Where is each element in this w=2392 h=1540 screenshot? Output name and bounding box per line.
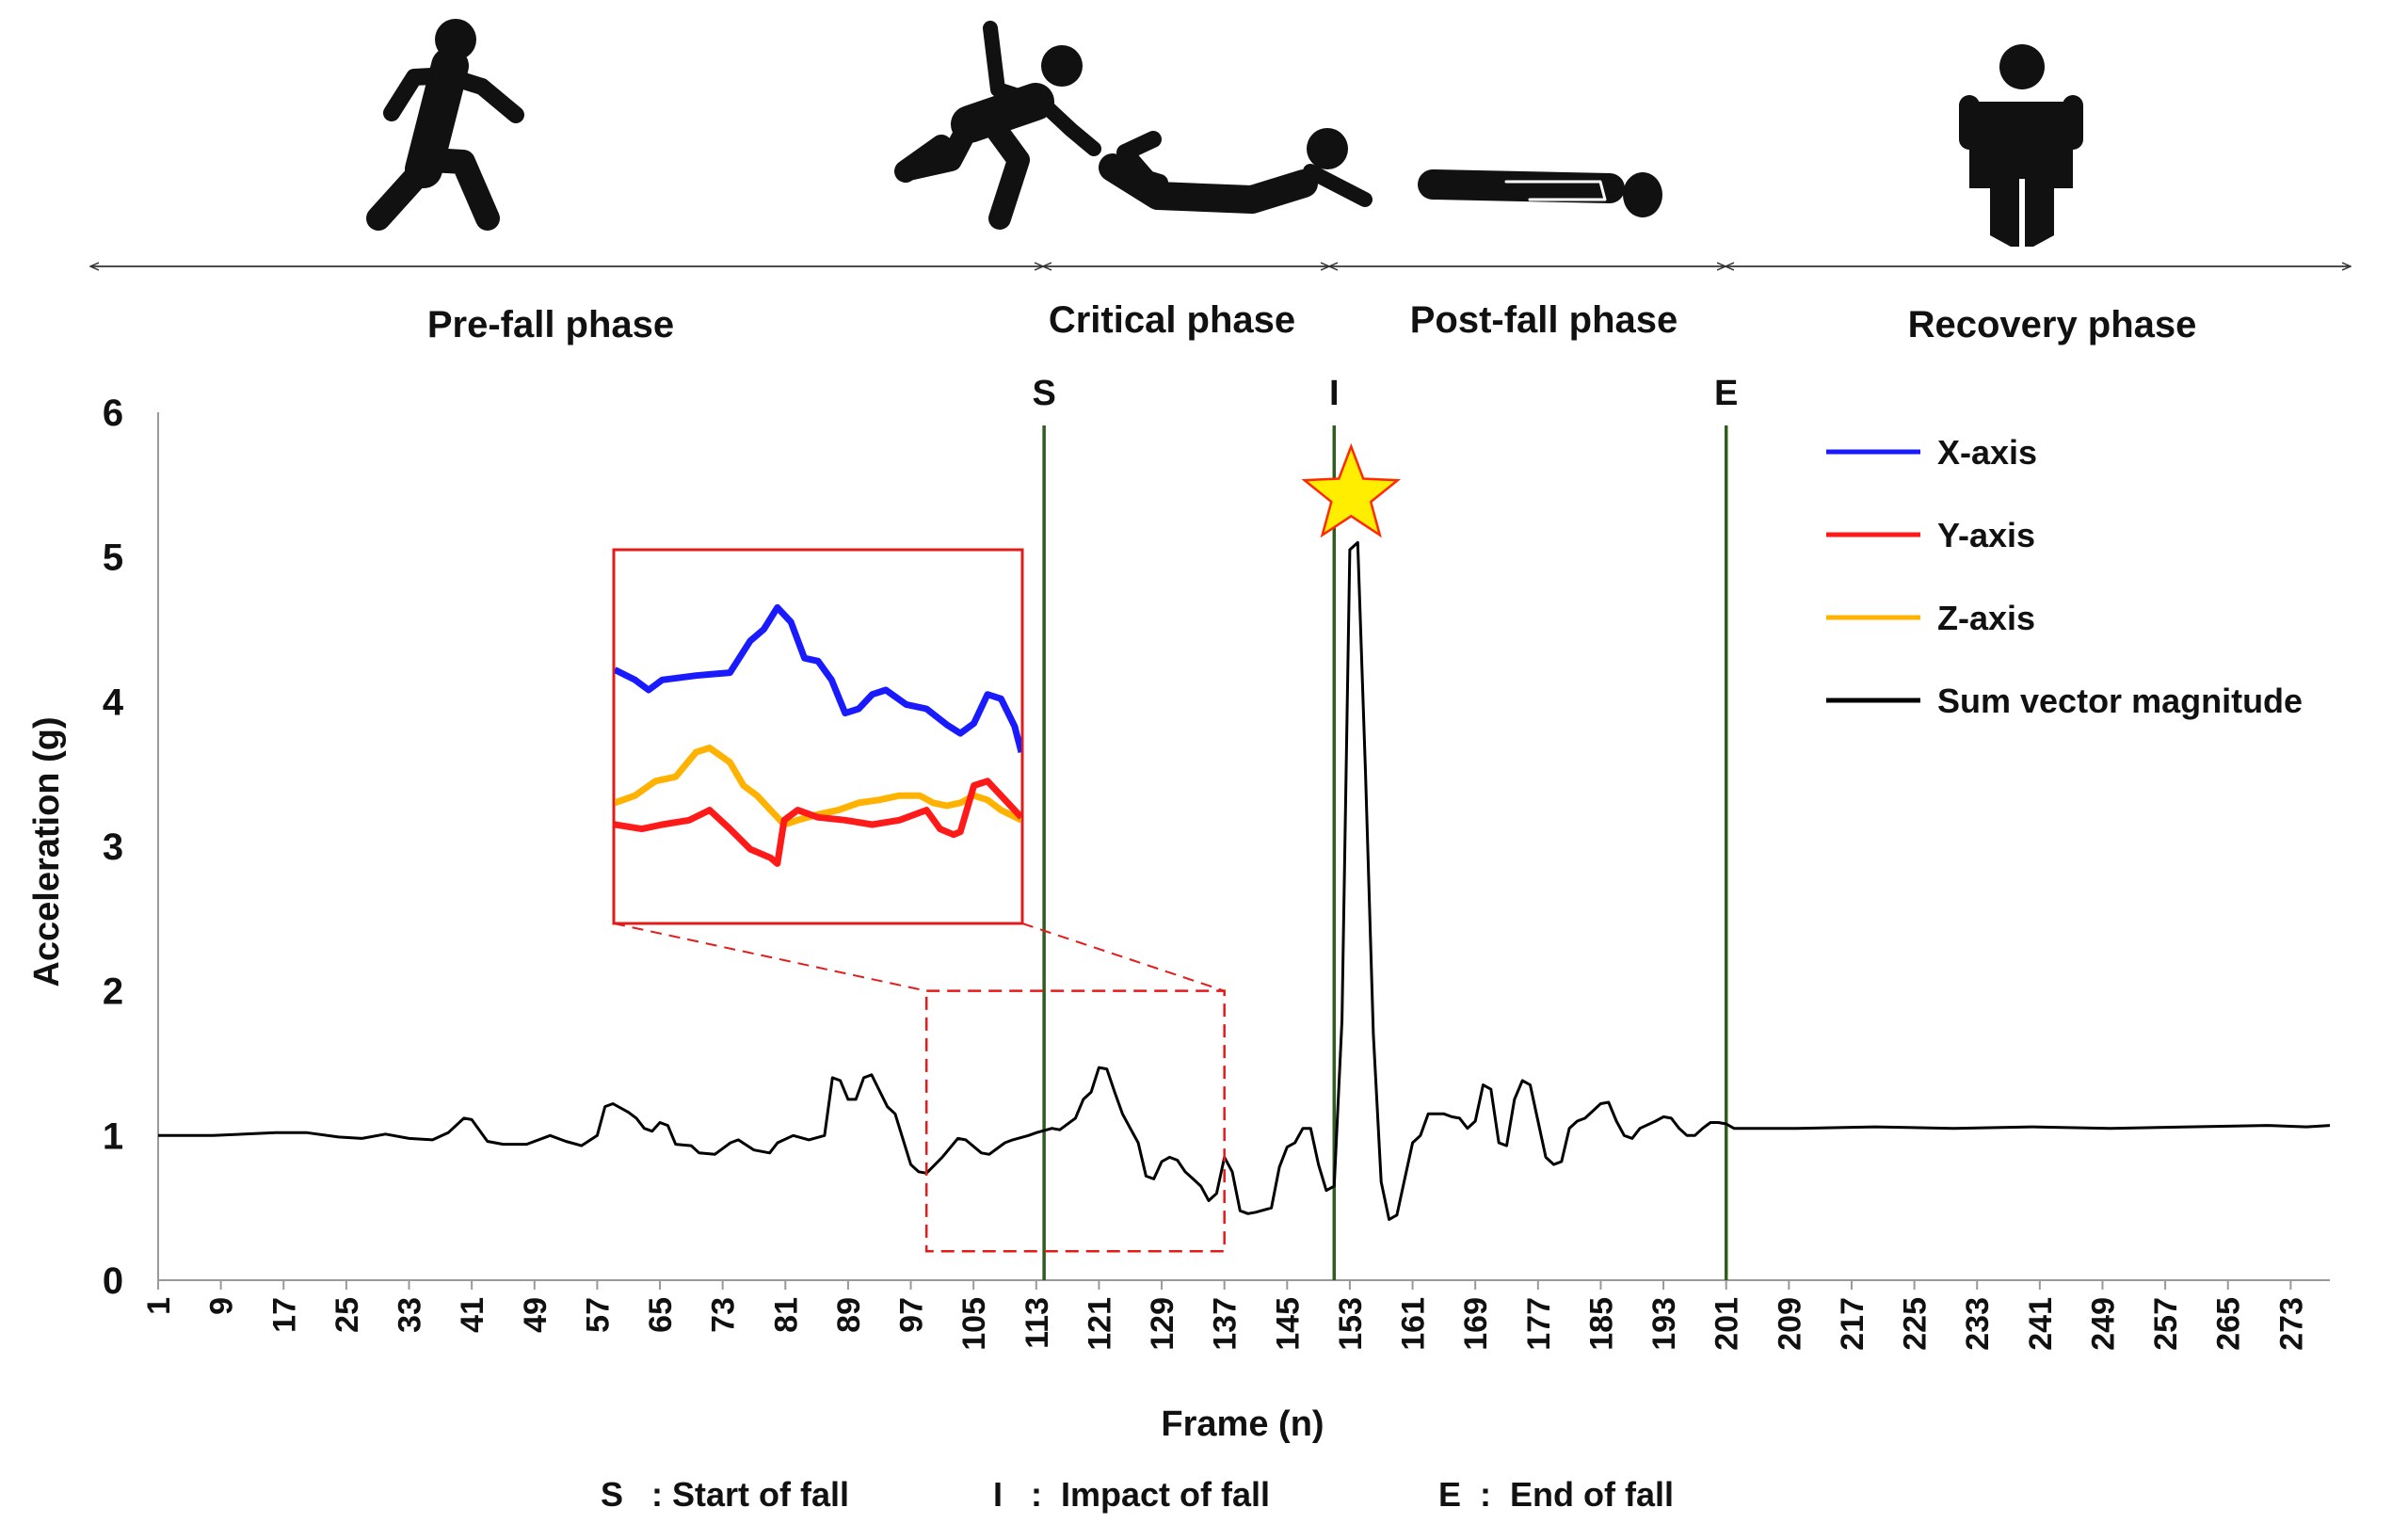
legend: X-axis Y-axis Z-axis Sum vector magnitud… xyxy=(1826,433,2303,720)
x-axis-series-line xyxy=(615,603,1021,753)
x-tick-label: 137 xyxy=(1208,1297,1244,1351)
marker-label-i: I xyxy=(1329,374,1340,413)
footnote-start: S : Start of fall xyxy=(601,1475,849,1514)
footnote-end: E : End of fall xyxy=(1438,1475,1674,1514)
x-tick-label: 265 xyxy=(2211,1297,2247,1351)
legend-x-label: X-axis xyxy=(1937,433,2037,472)
x-tick-label: 145 xyxy=(1270,1297,1306,1351)
footnote: S : Start of fall I : Impact of fall E :… xyxy=(601,1475,1674,1514)
inset-panel xyxy=(612,548,1024,925)
x-tick-label: 105 xyxy=(956,1297,992,1351)
falling-person-icon xyxy=(894,21,1373,230)
marker-label-e: E xyxy=(1714,374,1738,413)
x-tick-label: 241 xyxy=(2023,1297,2059,1351)
x-tick-label: 89 xyxy=(831,1297,867,1333)
phase-label-post-fall: Post-fall phase xyxy=(1410,299,1678,341)
x-tick-label: 9 xyxy=(204,1297,240,1315)
legend-svm-label: Sum vector magnitude xyxy=(1937,682,2303,720)
legend-y-label: Y-axis xyxy=(1937,516,2035,554)
x-tick-label: 257 xyxy=(2148,1297,2184,1351)
x-tick-label: 57 xyxy=(580,1297,616,1333)
footnote-impact: I : Impact of fall xyxy=(993,1475,1270,1514)
y-axis-label: Acceleration (g) xyxy=(27,716,67,987)
x-tick-label: 177 xyxy=(1521,1297,1557,1351)
x-tick-label: 273 xyxy=(2273,1297,2309,1351)
zoom-region xyxy=(613,922,1226,1253)
svm-series-line xyxy=(158,540,2331,1221)
x-tick-label: 249 xyxy=(2085,1297,2121,1351)
x-tick-label: 129 xyxy=(1145,1297,1180,1351)
y-axis-series-line xyxy=(615,778,1021,867)
x-tick-label: 113 xyxy=(1019,1297,1055,1349)
y-tick-label: 2 xyxy=(103,971,123,1013)
x-tick-label: 81 xyxy=(768,1297,804,1333)
x-tick-label: 97 xyxy=(894,1297,930,1333)
zoom-connector-right xyxy=(1021,922,1225,992)
x-tick-label: 33 xyxy=(393,1297,428,1333)
x-tick-label: 209 xyxy=(1772,1297,1807,1351)
x-tick-label: 153 xyxy=(1333,1297,1369,1351)
y-tick-label: 0 xyxy=(103,1260,123,1302)
x-tick-label: 49 xyxy=(518,1297,554,1333)
x-tick-label: 225 xyxy=(1898,1297,1934,1351)
x-tick-label: 185 xyxy=(1583,1297,1619,1351)
x-tick-label: 17 xyxy=(266,1297,302,1333)
x-tick-label: 1 xyxy=(141,1297,177,1315)
x-tick-label: 121 xyxy=(1082,1297,1117,1351)
y-tick-label: 1 xyxy=(103,1115,123,1157)
x-tick-label: 217 xyxy=(1835,1297,1870,1351)
phase-label-critical: Critical phase xyxy=(1049,299,1295,341)
y-tick-label: 5 xyxy=(103,537,123,579)
x-axis: 1 9 17 25 33 41 49 57 65 73 81 89 97 105 113 121 129 137 1… xyxy=(141,1279,2330,1444)
x-tick-label: 233 xyxy=(1960,1297,1996,1351)
walking-person-icon xyxy=(366,19,524,231)
x-tick-label: 169 xyxy=(1458,1297,1494,1351)
y-tick-label: 4 xyxy=(103,682,124,723)
x-tick-label: 65 xyxy=(643,1297,679,1333)
y-axis: 0 1 2 3 4 5 6 Acceleration (g) xyxy=(27,393,159,1302)
x-tick-label: 25 xyxy=(329,1297,365,1333)
phase-label-recovery: Recovery phase xyxy=(1908,304,2197,345)
x-axis-label: Frame (n) xyxy=(1161,1404,1324,1444)
lying-person-icon xyxy=(1418,169,1662,217)
phase-label-pre-fall: Pre-fall phase xyxy=(427,304,674,345)
y-tick-label: 6 xyxy=(103,393,123,434)
x-tick-label: 161 xyxy=(1396,1297,1432,1351)
impact-peak-star-icon xyxy=(1301,442,1402,538)
y-tick-label: 3 xyxy=(103,826,123,868)
zoom-connector-left xyxy=(613,922,927,992)
x-tick-label: 41 xyxy=(455,1297,490,1333)
x-tick-label: 73 xyxy=(706,1297,742,1333)
x-tick-label: 193 xyxy=(1646,1297,1682,1351)
x-tick-label: 201 xyxy=(1710,1297,1745,1351)
zoom-region-box xyxy=(924,989,1226,1253)
inset-frame xyxy=(612,548,1024,925)
legend-z-label: Z-axis xyxy=(1937,599,2035,637)
standing-person-icon xyxy=(1959,44,2083,249)
marker-label-s: S xyxy=(1032,374,1055,413)
